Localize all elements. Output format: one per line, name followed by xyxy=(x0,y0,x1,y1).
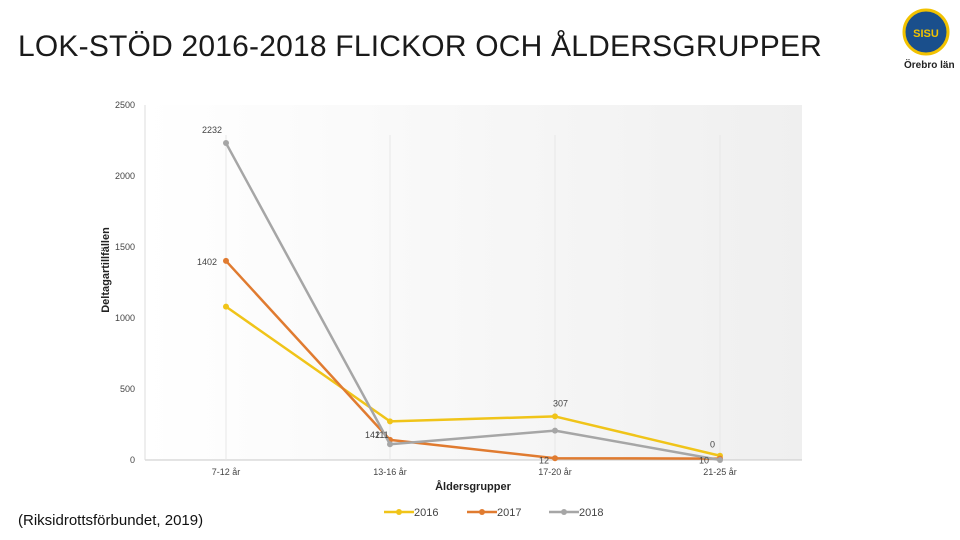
legend-label-2017: 2017 xyxy=(497,507,521,519)
x-tick-label: 13-16 år xyxy=(373,467,407,477)
data-point-2016 xyxy=(552,413,558,420)
legend-marker-2017 xyxy=(479,509,485,515)
series-line-2017 xyxy=(225,260,721,460)
data-point-2016 xyxy=(223,303,229,310)
data-point-2018 xyxy=(552,427,558,434)
data-point-2016 xyxy=(387,418,393,425)
logo-emblem-text: SISU xyxy=(913,28,939,40)
data-label-2018: 111 xyxy=(375,430,389,440)
sisu-logo: SISU xyxy=(896,4,956,74)
legend-label-2018: 2018 xyxy=(579,507,603,519)
data-label-2018: 2232 xyxy=(202,125,222,135)
y-tick-label: 2000 xyxy=(115,171,135,181)
data-point-2018 xyxy=(387,441,393,448)
data-point-2018 xyxy=(717,457,723,463)
y-tick-label: 1000 xyxy=(115,313,135,323)
page-title: LOK-STÖD 2016-2018 FLICKOR OCH ÅLDERSGRU… xyxy=(18,30,823,63)
data-label-2017: 12 xyxy=(539,455,549,465)
y-tick-label: 1500 xyxy=(115,242,135,252)
logo-emblem-icon xyxy=(902,8,950,56)
legend-label-2016: 2016 xyxy=(414,507,438,519)
series-line-2018 xyxy=(224,142,721,462)
data-point-2017 xyxy=(223,257,229,264)
y-axis-title: Deltagartillfällen xyxy=(100,227,112,313)
logo-region-label: Örebro län xyxy=(904,60,955,71)
data-label-2017: 142 xyxy=(365,430,380,440)
data-label-2017: 10 xyxy=(699,456,709,466)
plot-area xyxy=(145,105,802,460)
data-label-2016: 307 xyxy=(553,398,568,408)
source-citation: (Riksidrottsförbundet, 2019) xyxy=(18,512,204,529)
y-tick-label: 500 xyxy=(120,384,135,394)
y-tick-label: 2500 xyxy=(115,100,135,110)
x-tick-label: 7-12 år xyxy=(212,467,241,477)
data-label-2017: 1402 xyxy=(197,257,217,267)
data-point-2018 xyxy=(223,140,229,147)
data-label-2016: 0 xyxy=(710,440,715,450)
legend-marker-2016 xyxy=(396,509,402,515)
x-tick-label: 17-20 år xyxy=(538,467,572,477)
legend-marker-2018 xyxy=(561,509,567,515)
y-tick-label: 0 xyxy=(130,455,135,465)
series-line-2016 xyxy=(225,305,721,457)
data-point-2017 xyxy=(552,455,558,462)
x-tick-label: 21-25 år xyxy=(703,467,737,477)
x-axis-title: Åldersgrupper xyxy=(435,480,512,493)
